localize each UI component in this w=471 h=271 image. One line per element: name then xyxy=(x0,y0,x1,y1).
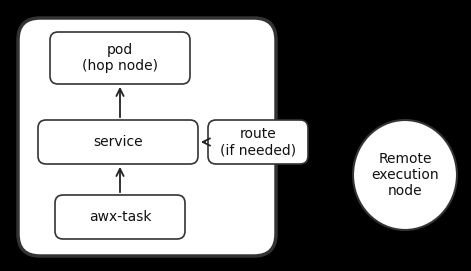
FancyBboxPatch shape xyxy=(38,120,198,164)
FancyBboxPatch shape xyxy=(55,195,185,239)
Text: route
(if needed): route (if needed) xyxy=(220,127,296,157)
Text: service: service xyxy=(93,135,143,149)
FancyBboxPatch shape xyxy=(50,32,190,84)
FancyBboxPatch shape xyxy=(18,18,276,256)
Ellipse shape xyxy=(353,120,457,230)
Text: pod
(hop node): pod (hop node) xyxy=(82,43,158,73)
Text: Remote
execution
node: Remote execution node xyxy=(371,152,439,198)
FancyBboxPatch shape xyxy=(208,120,308,164)
Text: awx-task: awx-task xyxy=(89,210,151,224)
